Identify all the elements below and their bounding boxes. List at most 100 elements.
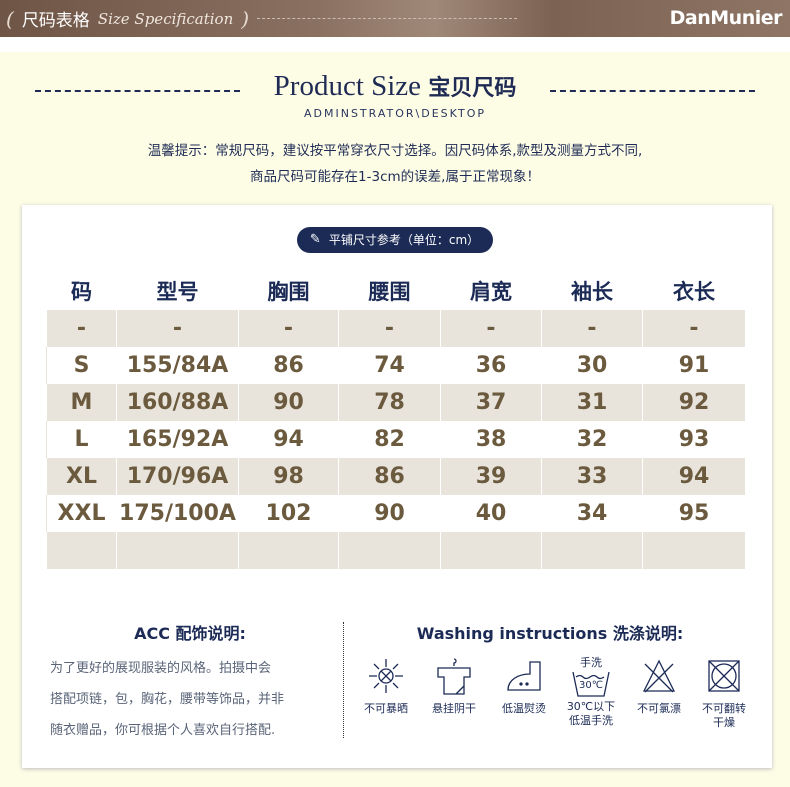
wash-temp: 30℃ [579, 680, 603, 691]
section-divider [343, 622, 344, 738]
table-cell: 90 [238, 384, 339, 421]
table-cell: 82 [338, 421, 441, 458]
column-header: 袖长 [541, 272, 643, 310]
acc-line: 为了更好的展现服装的风格。拍摄中会 [50, 661, 272, 676]
table-cell [116, 532, 239, 569]
column-header: 腰围 [338, 272, 441, 310]
table-cell: - [440, 310, 542, 347]
table-cell [541, 532, 643, 569]
tip-line-1: 温馨提示：常规尺码，建议按平常穿衣尺寸选择。因尺码体系,款型及测量方式不同, [147, 143, 643, 159]
banner-divider [257, 18, 518, 19]
no-bleach-icon [642, 659, 676, 693]
table-cell: 94 [238, 421, 339, 458]
no-sun-icon [369, 659, 403, 693]
table-row: XL 170/96A 98 86 39 33 94 [46, 458, 746, 495]
table-cell: 30 [541, 347, 643, 384]
table-cell: 93 [642, 421, 746, 458]
table-cell: 86 [238, 347, 339, 384]
wash-item-no-bleach: 不可氯漂 [627, 656, 691, 716]
wash-item-no-sun: 不可暴晒 [354, 656, 418, 716]
size-table: 码型号 胸围 腰围 肩宽 袖长 衣长 - - - - - - - S 155/84A 86 74 36 30 91 M… [46, 272, 746, 569]
wash-label: 低温熨烫 [502, 702, 546, 715]
table-cell: 90 [338, 495, 441, 532]
brand-logo: DanMunier [669, 7, 783, 29]
table-cell [46, 532, 117, 569]
table-cell: 36 [440, 347, 542, 384]
column-header: 肩宽 [440, 272, 542, 310]
acc-line: 随衣赠品，你可根据个人喜欢自行搭配. [50, 723, 276, 738]
table-cell: - [238, 310, 339, 347]
column-header: 衣长 [642, 272, 746, 310]
table-cell: 86 [338, 458, 441, 495]
column-header: 型号 [116, 272, 239, 310]
table-cell: 94 [642, 458, 746, 495]
table-cell: S [46, 347, 117, 384]
table-cell: 95 [642, 495, 746, 532]
header-row: 码型号 胸围 腰围 肩宽 袖长 衣长 [46, 272, 746, 310]
banner-title-en: Size Specification [97, 9, 234, 28]
table-cell: 33 [541, 458, 643, 495]
table-cell: 91 [642, 347, 746, 384]
table-cell: 40 [440, 495, 542, 532]
table-cell: XL [46, 458, 117, 495]
table-cell: 78 [338, 384, 441, 421]
wash-label: 不可暴晒 [364, 702, 408, 715]
dashed-divider-left [35, 90, 240, 92]
banner-title-zh: 尺码表格 [21, 11, 90, 31]
wash-item-low-iron: 低温熨烫 [492, 656, 556, 716]
table-cell [338, 532, 441, 569]
wash-label: 悬挂阴干 [432, 702, 476, 715]
wash-label: 不可氯漂 [637, 702, 681, 715]
table-cell [440, 532, 542, 569]
table-cell [238, 532, 339, 569]
wash-item-no-tumble-dry: 不可翻转干燥 [692, 656, 756, 730]
title-zh: 宝贝尺码 [428, 76, 517, 101]
table-row: L 165/92A 94 82 38 32 93 [46, 421, 746, 458]
acc-title: ACC 配饰说明: [134, 624, 246, 643]
pill-label: 平铺尺寸参考（单位：cm） [328, 233, 480, 247]
wash-label: 30℃以下低温手洗 [566, 700, 616, 727]
dashed-divider-right [550, 90, 755, 92]
table-cell: 170/96A [116, 458, 239, 495]
table-cell: 74 [338, 347, 441, 384]
table-cell: - [338, 310, 441, 347]
table-cell: 165/92A [116, 421, 239, 458]
table-cell: L [46, 421, 117, 458]
table-row: XXL 175/100A 102 90 40 34 95 [46, 495, 746, 532]
hand-wash-icon [572, 671, 610, 697]
table-cell: 38 [440, 421, 542, 458]
table-cell: - [116, 310, 239, 347]
table-cell: 98 [238, 458, 339, 495]
table-cell: - [642, 310, 746, 347]
table-row [46, 532, 746, 569]
table-cell: 39 [440, 458, 542, 495]
table-cell: - [541, 310, 643, 347]
banner: ( 尺码表格 Size Specification ) DanMunier [0, 0, 790, 37]
column-header: 码 [46, 272, 117, 310]
subtitle: ADMINSTRATOR\DESKTOP [303, 107, 487, 120]
page-title: Product Size 宝贝尺码 [0, 70, 790, 103]
hang-dry-icon [437, 658, 471, 695]
table-cell: 92 [642, 384, 746, 421]
table-row: ------- [46, 310, 746, 347]
no-tumble-dry-icon [708, 660, 740, 692]
table-cell: M [46, 384, 117, 421]
washing-title: Washing instructions 洗涤说明: [416, 624, 684, 643]
measure-pill-wrap: ✎ 平铺尺寸参考（单位：cm） [0, 227, 790, 253]
hand-wash-top-label: 手洗 [580, 656, 602, 669]
tape-measure-icon: ✎ [309, 232, 321, 247]
wash-item-hang-dry: 悬挂阴干 [422, 656, 486, 716]
table-cell [642, 532, 746, 569]
table-cell: 31 [541, 384, 643, 421]
table-row: S 155/84A 86 74 36 30 91 [46, 347, 746, 384]
table-cell: 102 [238, 495, 339, 532]
table-cell: 32 [541, 421, 643, 458]
paren-left: ( [6, 6, 14, 31]
wash-label: 不可翻转干燥 [702, 702, 746, 729]
table-cell: 175/100A [116, 495, 239, 532]
paren-right: ) [241, 6, 250, 31]
table-cell: - [46, 310, 117, 347]
low-iron-icon [507, 661, 541, 691]
title-en: Product Size [273, 70, 422, 102]
tip-line-2: 商品尺码可能存在1-3cm的误差,属于正常现象！ [250, 169, 540, 185]
